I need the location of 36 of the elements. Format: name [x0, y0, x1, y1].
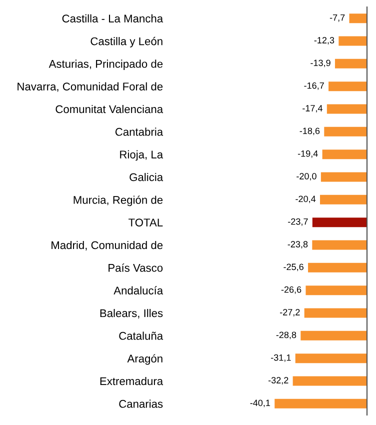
y-tick-label: Cataluña	[119, 332, 164, 340]
data-label: -19,4	[298, 150, 318, 158]
data-label: -40,1	[250, 400, 270, 408]
data-label: -20,0	[296, 173, 316, 180]
data-label: -26,6	[281, 286, 302, 294]
data-label: -16,7	[304, 82, 324, 90]
data-label: -23,7	[288, 218, 308, 226]
y-tick-label: Comunitat Valenciana	[56, 104, 164, 114]
data-label: -20,4	[296, 196, 316, 204]
y-tick-label: Cantabria	[115, 128, 164, 136]
y-tick-label: Castilla - La Mancha	[62, 14, 164, 22]
data-label: -17,4	[302, 105, 322, 112]
y-tick-label: Extremadura	[100, 376, 164, 386]
y-tick-label: TOTAL	[128, 218, 163, 226]
data-label: -12,3	[314, 37, 334, 44]
data-label: -27,2	[280, 309, 300, 316]
data-label: -18,6	[300, 128, 320, 136]
y-tick-label: Rioja, La	[120, 150, 164, 161]
y-tick-label: Andalucía	[114, 286, 164, 294]
y-tick-label: País Vasco	[108, 264, 163, 272]
data-label: -25,6	[284, 264, 304, 272]
y-tick-label: Navarra, Comunidad Foral de	[18, 82, 163, 92]
y-tick-label: Madrid, Comunidad de	[52, 240, 163, 250]
y-tick-label: Castilla y León	[90, 36, 162, 48]
data-label: -13,9	[310, 60, 330, 68]
data-label: -23,8	[288, 241, 308, 248]
y-tick-label: Galicia	[130, 172, 164, 182]
y-tick-label: Murcia, Región de	[74, 196, 163, 206]
data-label: -7,7	[330, 14, 345, 22]
data-label: -32,2	[268, 377, 288, 384]
y-tick-label: Asturias, Principado de	[48, 60, 163, 70]
y-tick-label: Aragón	[127, 354, 162, 365]
y-tick-label: Balears, Illes	[100, 308, 163, 318]
data-label: -31,1	[271, 354, 291, 362]
data-label: -28,8	[276, 332, 296, 340]
y-tick-label: Canarias	[119, 400, 163, 408]
